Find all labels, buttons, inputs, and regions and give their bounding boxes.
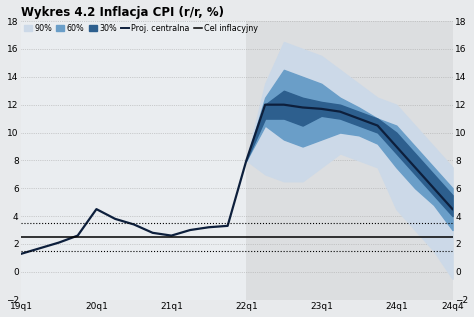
Legend: 90%, 60%, 30%, Proj. centralna, Cel inflacyjny: 90%, 60%, 30%, Proj. centralna, Cel infl… bbox=[23, 23, 259, 33]
Bar bbox=[246, 21, 453, 300]
Text: Wykres 4.2 Inflacja CPI (r/r, %): Wykres 4.2 Inflacja CPI (r/r, %) bbox=[21, 6, 225, 19]
